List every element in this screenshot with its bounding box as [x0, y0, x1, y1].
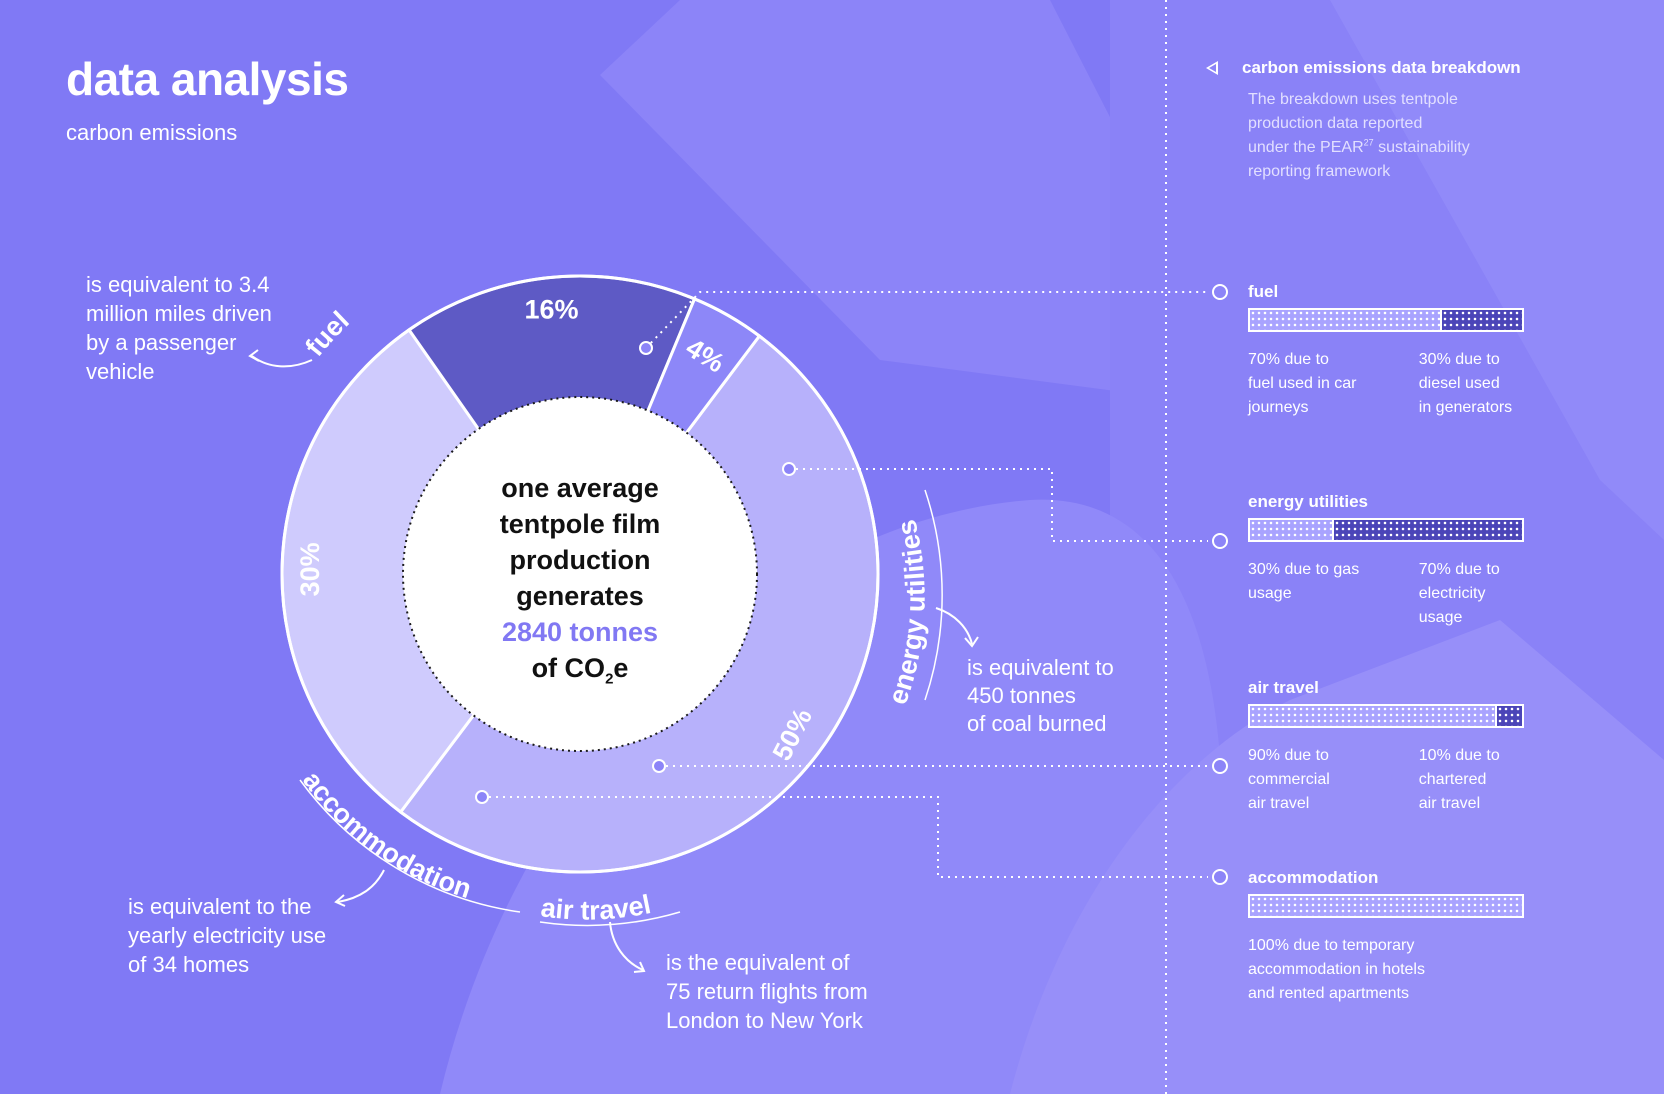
slice-label-air-travel: 16%: [524, 295, 578, 325]
accommodation-end-marker: [1212, 869, 1228, 885]
slice-label-energy-utilities: 30%: [295, 542, 325, 596]
donut-center-text: one average tentpole film production gen…: [499, 473, 661, 688]
fuel-leader-line: [645, 291, 1208, 349]
fuel-split-bar: [1248, 308, 1524, 332]
total-emissions: 2840 tonnes: [501, 617, 659, 647]
air-arrow: [609, 921, 644, 971]
air-end-marker: [1212, 758, 1228, 774]
air-marker: [652, 759, 666, 773]
breakdown-description: The breakdown uses tentpole production d…: [1248, 91, 1470, 180]
breakdown-card-energy-utilities: energy utilities 30% due to gas usage 70%…: [1248, 492, 1528, 630]
legend-air-travel: air travel: [539, 889, 653, 925]
energy-end-marker: [1212, 533, 1228, 549]
air-split-bar: [1248, 704, 1524, 728]
donut-outline: [280, 274, 880, 874]
air-equivalent-note: is the equivalent of 75 return flights f…: [666, 950, 868, 1033]
bar-segment: [1331, 520, 1522, 540]
energy-split-bar: [1248, 518, 1524, 542]
breakdown-header: carbon emissions data breakdown: [1206, 58, 1521, 78]
energy-equivalent-note: is equivalent to 450 tonnes of coal burn…: [967, 655, 1114, 736]
bar-segment: [1250, 706, 1495, 726]
bar-segment: [1250, 896, 1522, 916]
fuel-end-marker: [1212, 284, 1228, 300]
bar-segment: [1494, 706, 1522, 726]
accommodation-arrow: [337, 869, 385, 903]
bar-segment: [1440, 310, 1522, 330]
fuel-marker: [639, 341, 653, 355]
energy-arrow: [935, 607, 973, 645]
legend-energy-utilities: energy utilities: [882, 517, 930, 708]
energy-marker: [782, 462, 796, 476]
triangle-pointer-icon: [1206, 61, 1218, 75]
breakdown-card-air-travel: air travel 90% due to commercial air trave…: [1248, 678, 1528, 816]
donut-center-disc: [402, 396, 758, 752]
page-subtitle: carbon emissions: [66, 120, 238, 145]
legend-fuel: fuel: [299, 305, 354, 361]
page-title: data analysis: [66, 53, 349, 105]
bar-segment: [1250, 310, 1441, 330]
accommodation-equivalent-note: is equivalent to the yearly electricity …: [128, 894, 327, 977]
breakdown-card-fuel: fuel 70% due to fuel used in car journeys …: [1248, 282, 1528, 420]
accommodation-split-bar: [1248, 894, 1524, 918]
energy-leader-line: [789, 468, 1208, 542]
accommodation-marker: [475, 790, 489, 804]
breakdown-card-accommodation: accommodation 100% due to temporary accom…: [1248, 868, 1528, 1006]
fuel-equivalent-note: is equivalent to 3.4 million miles drive…: [86, 272, 272, 384]
bar-segment: [1250, 520, 1332, 540]
